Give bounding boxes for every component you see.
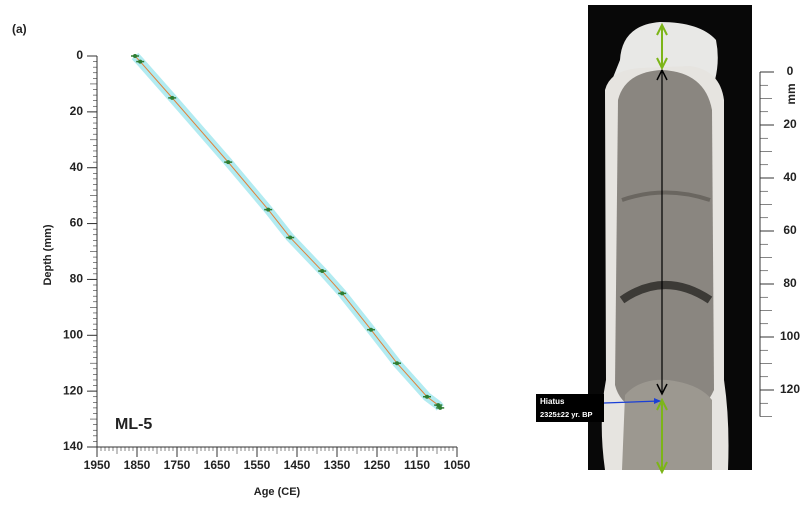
- x-tick-label: 1250: [364, 458, 391, 472]
- y-tick-label: 20: [70, 104, 84, 118]
- y-tick-label: 80: [70, 272, 84, 286]
- x-tick-label: 1450: [284, 458, 311, 472]
- data-point: [438, 406, 442, 410]
- y-tick-label: 100: [63, 327, 83, 341]
- x-tick-label: 1050: [444, 458, 471, 472]
- scale-tick-label: 40: [783, 170, 797, 184]
- y-tick-label: 40: [70, 160, 84, 174]
- data-point: [395, 361, 399, 365]
- x-tick-label: 1850: [124, 458, 151, 472]
- data-point: [170, 96, 174, 100]
- scale-tick-label: 100: [780, 329, 800, 343]
- scale-tick-label: 0: [787, 64, 794, 78]
- annotation-text: 2325±22 yr. BP: [540, 410, 593, 419]
- annotation-title: Hiatus: [540, 397, 565, 406]
- scale-unit: mm: [784, 83, 798, 104]
- series-label: ML-5: [115, 416, 152, 433]
- x-tick-label: 1350: [324, 458, 351, 472]
- figure: (a) ML-5 Age (CE) Depth (mm) Hiatus 2325…: [0, 0, 810, 504]
- data-point: [133, 54, 137, 58]
- x-tick-label: 1150: [404, 458, 430, 472]
- data-point: [340, 291, 344, 295]
- x-tick-label: 1650: [204, 458, 231, 472]
- x-tick-label: 1950: [84, 458, 111, 472]
- x-axis-title: Age (CE): [254, 486, 301, 498]
- y-tick-label: 140: [63, 439, 83, 453]
- panel-label: (a): [12, 22, 27, 36]
- y-tick-label: 120: [63, 383, 83, 397]
- data-point: [320, 269, 324, 273]
- y-axis-title: Depth (mm): [42, 224, 54, 285]
- data-point: [425, 395, 429, 399]
- data-point: [288, 236, 292, 240]
- data-point: [226, 160, 230, 164]
- x-tick-label: 1750: [164, 458, 191, 472]
- uncertainty-band: [135, 56, 440, 408]
- data-point: [138, 60, 142, 64]
- speleothem-photo: [588, 5, 752, 470]
- scale-tick-label: 120: [780, 382, 800, 396]
- scale-tick-label: 20: [783, 117, 797, 131]
- scale-tick-label: 60: [783, 223, 797, 237]
- data-point: [369, 328, 373, 332]
- scale-tick-label: 80: [783, 276, 797, 290]
- data-point: [266, 208, 270, 212]
- y-tick-label: 0: [76, 48, 83, 62]
- y-tick-label: 60: [70, 216, 84, 230]
- x-tick-label: 1550: [244, 458, 271, 472]
